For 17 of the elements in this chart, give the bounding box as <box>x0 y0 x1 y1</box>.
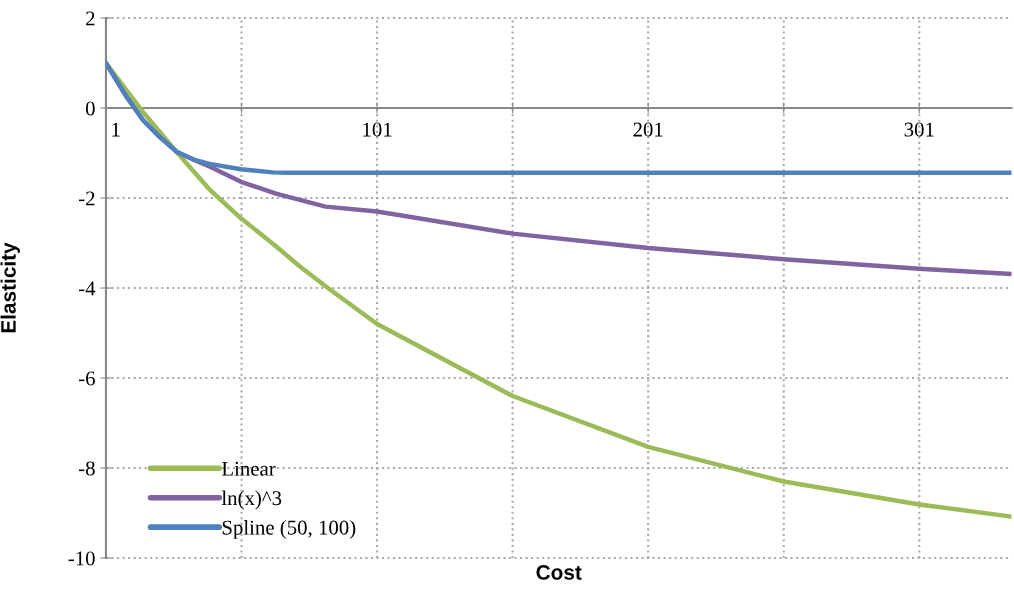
legend-label: ln(x)^3 <box>221 490 282 510</box>
legend-label: Spline (50, 100) <box>222 519 356 539</box>
legend-label: Linear <box>221 461 276 476</box>
x-tick-label: 1 <box>112 122 120 137</box>
y-tick-label: -6 <box>78 371 95 386</box>
x-tick-label: 101 <box>363 122 392 137</box>
y-tick-label: -8 <box>78 461 95 476</box>
y-tick-label: 0 <box>85 101 95 116</box>
x-tick-label: 301 <box>904 122 934 137</box>
x-tick-label: 201 <box>633 122 663 137</box>
line-series <box>105 60 1012 176</box>
y-tick-label: -2 <box>78 191 95 206</box>
y-axis-title: Elasticity <box>0 242 20 333</box>
y-tick-label: 2 <box>86 11 95 26</box>
x-axis-title: Cost <box>536 565 582 580</box>
y-tick-label: -4 <box>78 281 96 296</box>
y-tick-label: -10 <box>68 551 95 566</box>
